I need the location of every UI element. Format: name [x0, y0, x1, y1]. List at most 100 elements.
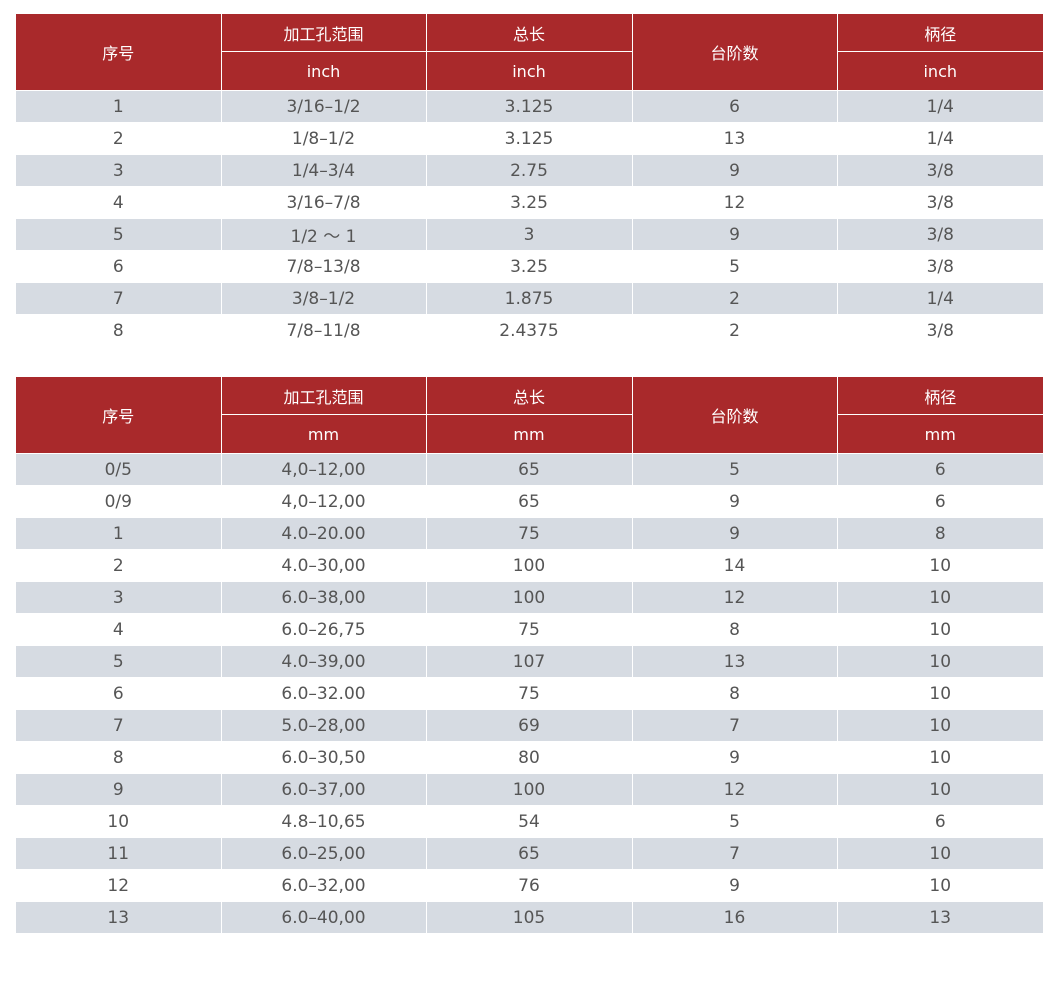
header-steps: 台阶数 — [631, 14, 837, 91]
cell-index: 5 — [16, 645, 221, 678]
cell-index: 11 — [16, 837, 221, 870]
cell-steps: 6 — [631, 90, 837, 123]
cell-length: 1.875 — [425, 282, 632, 315]
cell-shank: 1/4 — [836, 282, 1043, 315]
cell-index: 9 — [16, 773, 221, 806]
header-range: 加工孔范围 — [220, 377, 426, 415]
cell-steps: 12 — [631, 773, 837, 806]
header-range: 加工孔范围 — [220, 14, 426, 52]
table-row: 10 4.8–10,65 54 5 6 — [16, 805, 1043, 838]
cell-shank: 1/4 — [836, 90, 1043, 123]
cell-range: 4,0–12,00 — [220, 485, 426, 518]
cell-range: 6.0–26,75 — [220, 613, 426, 646]
cell-index: 13 — [16, 901, 221, 933]
table-row: 1 3/16–1/2 3.125 6 1/4 — [16, 90, 1043, 123]
cell-shank: 8 — [836, 517, 1043, 550]
cell-range: 3/16–1/2 — [220, 90, 426, 123]
cell-shank: 10 — [836, 869, 1043, 902]
cell-shank: 3/8 — [836, 154, 1043, 187]
cell-length: 3.125 — [425, 90, 632, 123]
cell-steps: 7 — [631, 709, 837, 742]
cell-steps: 9 — [631, 741, 837, 774]
cell-range: 7/8–13/8 — [220, 250, 426, 283]
table-row: 2 1/8–1/2 3.125 13 1/4 — [16, 122, 1043, 155]
cell-shank: 6 — [836, 485, 1043, 518]
cell-length: 2.75 — [425, 154, 632, 187]
cell-length: 3.25 — [425, 250, 632, 283]
header-shank: 柄径 — [836, 14, 1043, 52]
cell-length: 3 — [425, 218, 632, 251]
cell-steps: 5 — [631, 805, 837, 838]
cell-steps: 12 — [631, 581, 837, 614]
table-row: 11 6.0–25,00 65 7 10 — [16, 837, 1043, 870]
unit-shank: inch — [836, 51, 1043, 91]
cell-length: 3.125 — [425, 122, 632, 155]
cell-range: 4.0–20.00 — [220, 517, 426, 550]
header-length: 总长 — [425, 377, 632, 415]
table-row: 2 4.0–30,00 100 14 10 — [16, 549, 1043, 582]
header-index: 序号 — [16, 377, 221, 454]
cell-index: 3 — [16, 581, 221, 614]
table-row: 4 6.0–26,75 75 8 10 — [16, 613, 1043, 646]
cell-index: 7 — [16, 282, 221, 315]
cell-index: 6 — [16, 250, 221, 283]
cell-index: 4 — [16, 613, 221, 646]
cell-length: 2.4375 — [425, 314, 632, 346]
cell-steps: 5 — [631, 453, 837, 486]
cell-shank: 13 — [836, 901, 1043, 933]
cell-range: 6.0–37,00 — [220, 773, 426, 806]
cell-index: 8 — [16, 314, 221, 346]
cell-steps: 12 — [631, 186, 837, 219]
header-index: 序号 — [16, 14, 221, 91]
table-row: 4 3/16–7/8 3.25 12 3/8 — [16, 186, 1043, 219]
table-row: 8 7/8–11/8 2.4375 2 3/8 — [16, 314, 1043, 346]
cell-range: 4.0–30,00 — [220, 549, 426, 582]
cell-shank: 10 — [836, 773, 1043, 806]
cell-length: 76 — [425, 869, 632, 902]
cell-range: 6.0–30,50 — [220, 741, 426, 774]
cell-length: 65 — [425, 453, 632, 486]
cell-range: 3/8–1/2 — [220, 282, 426, 315]
table-row: 9 6.0–37,00 100 12 10 — [16, 773, 1043, 806]
cell-steps: 2 — [631, 314, 837, 346]
cell-range: 6.0–32,00 — [220, 869, 426, 902]
table-row: 5 1/2 ～ 1 3 9 3/8 — [16, 218, 1043, 251]
cell-index: 5 — [16, 218, 221, 251]
mm-spec-table: 序号 加工孔范围 总长 台阶数 柄径 mm mm mm 0/5 4,0–12,00… — [16, 377, 1043, 933]
cell-index: 10 — [16, 805, 221, 838]
cell-length: 100 — [425, 773, 632, 806]
cell-length: 100 — [425, 549, 632, 582]
inch-spec-table: 序号 加工孔范围 总长 台阶数 柄径 inch inch inch 1 3/16–… — [16, 14, 1043, 346]
cell-shank: 10 — [836, 741, 1043, 774]
cell-index: 1 — [16, 90, 221, 123]
header-steps: 台阶数 — [631, 377, 837, 454]
cell-steps: 9 — [631, 218, 837, 251]
cell-index: 0/5 — [16, 453, 221, 486]
cell-index: 7 — [16, 709, 221, 742]
table-row: 0/9 4,0–12,00 65 9 6 — [16, 485, 1043, 518]
cell-index: 8 — [16, 741, 221, 774]
cell-steps: 14 — [631, 549, 837, 582]
cell-steps: 9 — [631, 869, 837, 902]
cell-length: 75 — [425, 613, 632, 646]
table-row: 3 1/4–3/4 2.75 9 3/8 — [16, 154, 1043, 187]
cell-range: 1/8–1/2 — [220, 122, 426, 155]
cell-shank: 6 — [836, 805, 1043, 838]
cell-range: 1/2 ～ 1 — [220, 218, 426, 251]
table-row: 12 6.0–32,00 76 9 10 — [16, 869, 1043, 902]
cell-index: 2 — [16, 549, 221, 582]
cell-shank: 1/4 — [836, 122, 1043, 155]
cell-steps: 8 — [631, 677, 837, 710]
cell-index: 3 — [16, 154, 221, 187]
cell-index: 6 — [16, 677, 221, 710]
cell-steps: 2 — [631, 282, 837, 315]
cell-range: 4.8–10,65 — [220, 805, 426, 838]
cell-shank: 3/8 — [836, 218, 1043, 251]
cell-index: 0/9 — [16, 485, 221, 518]
cell-range: 6.0–40,00 — [220, 901, 426, 933]
cell-steps: 8 — [631, 613, 837, 646]
cell-index: 2 — [16, 122, 221, 155]
cell-steps: 13 — [631, 645, 837, 678]
cell-range: 3/16–7/8 — [220, 186, 426, 219]
cell-length: 65 — [425, 837, 632, 870]
